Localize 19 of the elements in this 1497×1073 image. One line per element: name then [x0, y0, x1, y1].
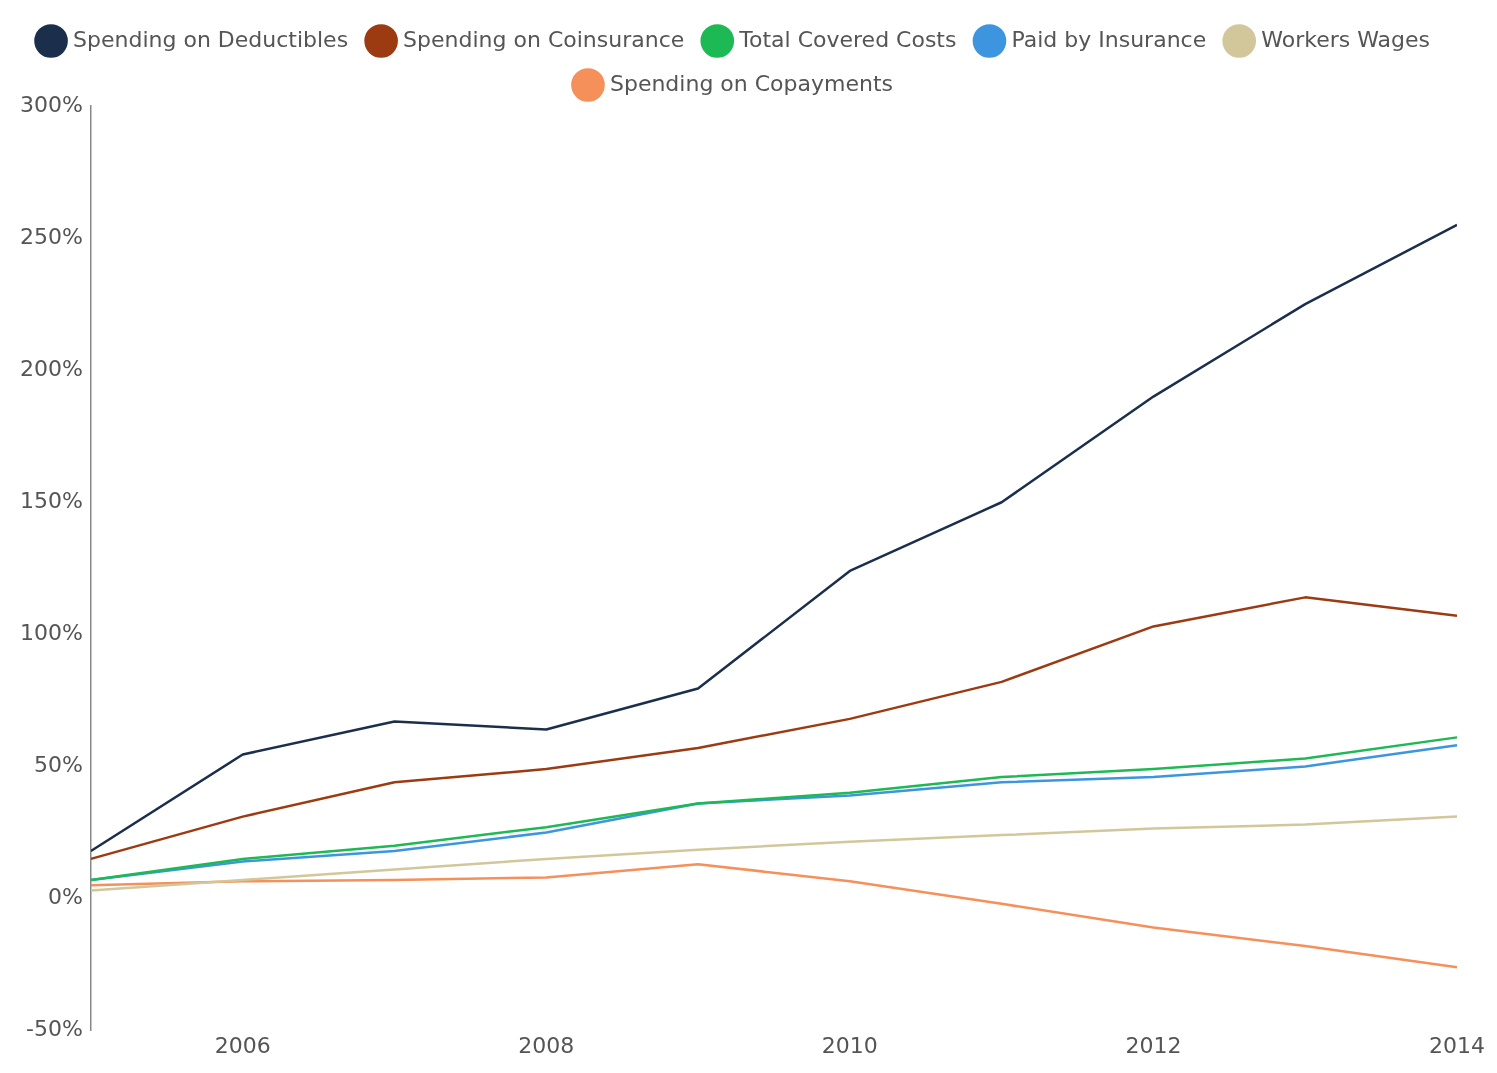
x-tick-label: 2014 [1429, 1032, 1486, 1058]
y-tick-label: 150% [19, 487, 83, 513]
y-tick-label: 100% [19, 620, 83, 646]
x-tick-label: 2008 [518, 1032, 575, 1058]
legend-label: Spending on Copayments [609, 70, 894, 96]
x-tick-label: 2010 [821, 1032, 878, 1058]
y-tick-label: 300% [19, 91, 83, 117]
legend-label: Workers Wages [1261, 26, 1430, 52]
legend-label: Spending on Coinsurance [403, 26, 685, 52]
y-tick-label: 200% [19, 355, 83, 381]
legend-label: Paid by Insurance [1011, 26, 1207, 52]
y-tick-label: 250% [19, 223, 83, 249]
y-tick-label: 50% [33, 752, 83, 778]
legend-label: Spending on Deductibles [73, 26, 349, 52]
x-tick-label: 2006 [214, 1032, 271, 1058]
x-tick-label: 2012 [1125, 1032, 1182, 1058]
y-tick-label: 0% [47, 884, 83, 910]
y-tick-label: -50% [26, 1016, 83, 1042]
legend-label: Total Covered Costs [738, 26, 957, 52]
